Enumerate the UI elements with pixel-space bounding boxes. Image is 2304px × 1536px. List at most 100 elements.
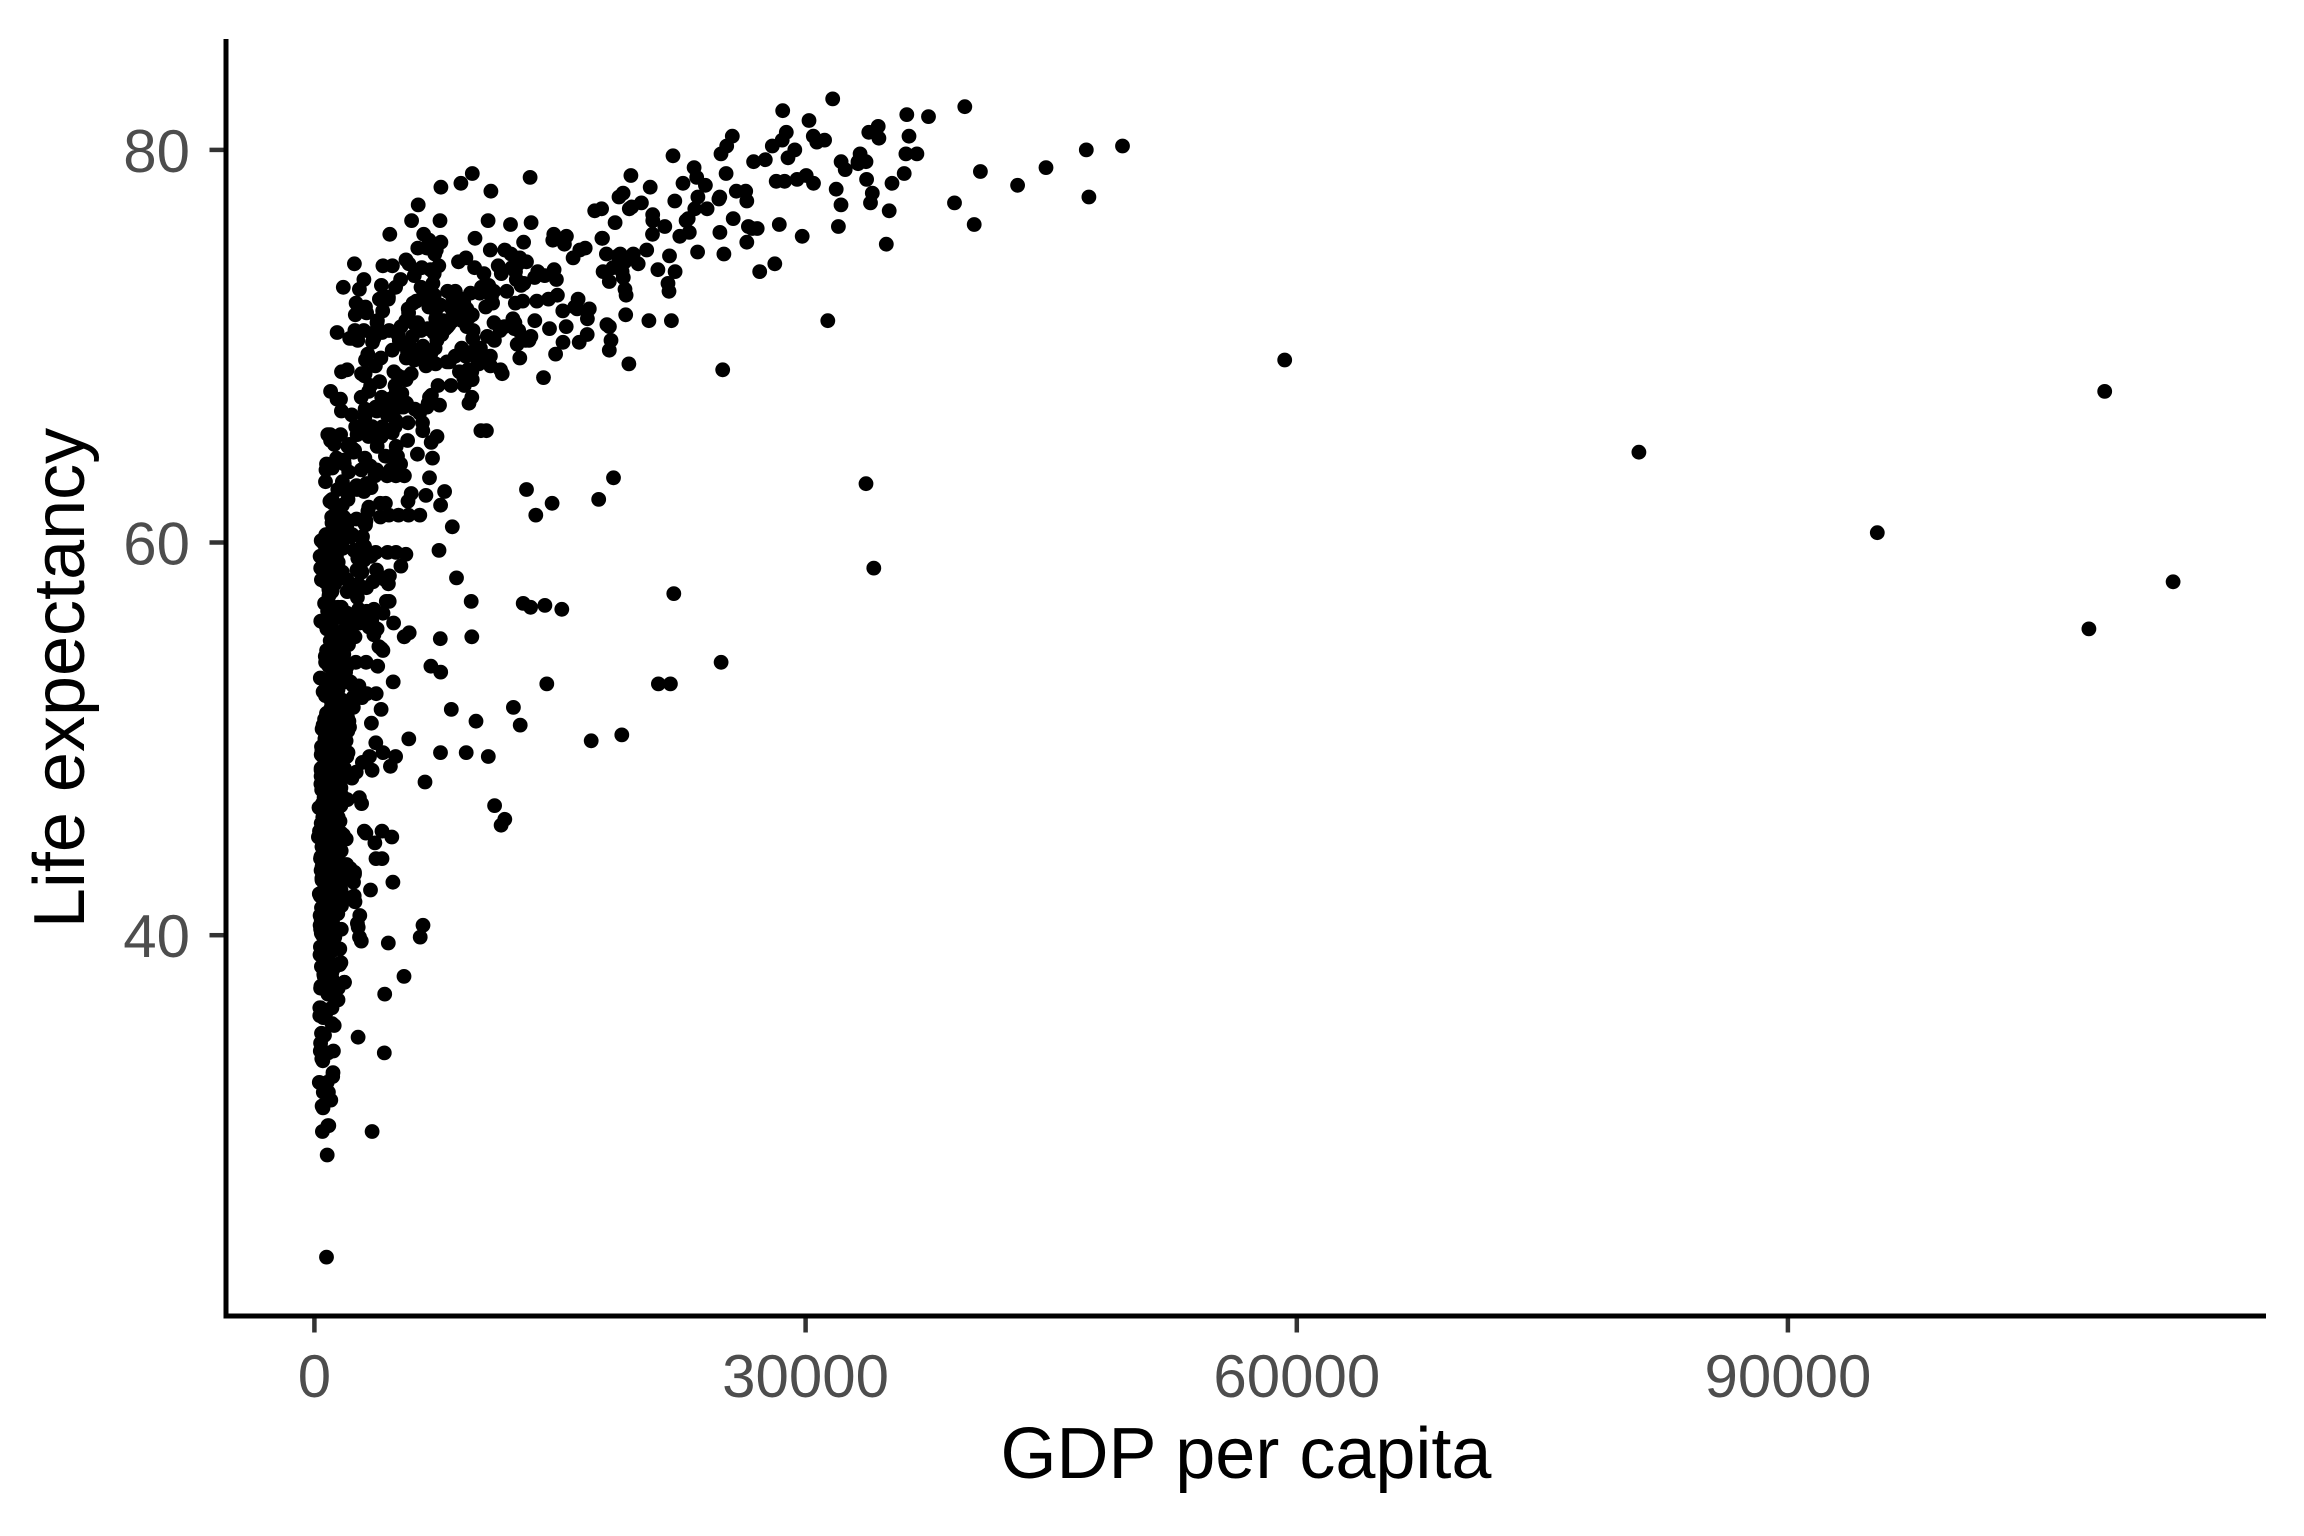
data-point bbox=[467, 230, 483, 246]
data-point bbox=[418, 358, 434, 374]
data-point bbox=[385, 874, 401, 890]
data-point bbox=[326, 674, 341, 690]
y-axis-ticks bbox=[209, 147, 224, 938]
data-point bbox=[464, 629, 480, 645]
data-point bbox=[369, 562, 384, 578]
data-point bbox=[373, 702, 389, 717]
data-point bbox=[357, 401, 373, 417]
data-point bbox=[324, 541, 340, 556]
data-point bbox=[432, 397, 447, 413]
data-point bbox=[324, 515, 340, 531]
data-point bbox=[317, 868, 333, 884]
data-point bbox=[423, 262, 438, 278]
data-point bbox=[522, 170, 538, 185]
data-point bbox=[712, 225, 728, 240]
data-point bbox=[499, 283, 515, 299]
data-point bbox=[650, 262, 666, 278]
data-point bbox=[486, 283, 502, 299]
data-point bbox=[1115, 138, 1130, 154]
x-tick-label: 0 bbox=[298, 1343, 331, 1410]
data-point bbox=[569, 301, 585, 317]
data-point bbox=[412, 929, 428, 945]
data-point bbox=[401, 731, 417, 747]
data-point bbox=[444, 519, 460, 535]
data-point bbox=[528, 507, 544, 523]
data-point bbox=[321, 588, 337, 603]
data-point bbox=[433, 179, 449, 195]
data-point bbox=[667, 193, 683, 209]
data-point bbox=[329, 325, 345, 340]
data-point bbox=[767, 256, 783, 272]
data-point bbox=[1078, 142, 1094, 158]
data-point bbox=[329, 450, 344, 466]
data-point bbox=[412, 507, 428, 523]
data-point bbox=[599, 246, 614, 262]
data-point bbox=[690, 244, 705, 260]
data-point bbox=[393, 319, 409, 334]
data-point bbox=[1277, 352, 1293, 368]
data-point bbox=[380, 291, 396, 307]
data-point bbox=[333, 391, 348, 407]
y-axis-title: Life expectancy bbox=[20, 428, 100, 928]
data-point bbox=[801, 113, 817, 128]
data-point bbox=[464, 166, 480, 181]
data-point bbox=[2097, 384, 2113, 399]
data-point bbox=[663, 676, 678, 692]
data-point bbox=[665, 148, 681, 164]
data-point bbox=[395, 399, 411, 415]
data-point bbox=[739, 234, 755, 250]
data-point bbox=[612, 246, 628, 262]
data-point bbox=[339, 711, 354, 727]
data-point bbox=[363, 378, 378, 393]
data-point bbox=[2081, 621, 2097, 637]
data-point bbox=[480, 213, 496, 229]
data-point bbox=[431, 543, 447, 558]
data-point bbox=[406, 344, 421, 360]
data-point bbox=[373, 350, 389, 366]
data-point bbox=[345, 700, 361, 715]
data-point bbox=[625, 246, 641, 262]
data-point bbox=[725, 211, 741, 227]
data-point bbox=[410, 240, 426, 256]
data-point bbox=[325, 725, 341, 741]
data-point bbox=[369, 462, 384, 478]
data-point bbox=[398, 252, 414, 268]
y-tick-label: 60 bbox=[123, 511, 190, 578]
data-point bbox=[544, 495, 560, 511]
data-point bbox=[319, 707, 335, 723]
data-point bbox=[377, 986, 393, 1002]
data-point bbox=[572, 242, 588, 258]
data-point bbox=[330, 482, 346, 497]
data-point bbox=[347, 307, 363, 323]
data-point bbox=[662, 248, 677, 264]
data-point bbox=[338, 664, 353, 680]
data-point bbox=[378, 448, 393, 464]
data-point bbox=[428, 295, 444, 311]
data-point bbox=[806, 175, 821, 191]
data-point bbox=[675, 175, 691, 191]
data-point bbox=[859, 172, 874, 187]
data-point bbox=[398, 546, 414, 562]
data-point bbox=[324, 1016, 340, 1031]
data-point bbox=[388, 439, 404, 454]
data-point bbox=[351, 543, 366, 558]
data-point bbox=[425, 450, 440, 466]
data-point bbox=[639, 242, 655, 258]
x-tick-label: 60000 bbox=[1213, 1343, 1380, 1410]
data-point bbox=[523, 215, 539, 231]
data-point bbox=[775, 103, 791, 119]
data-point bbox=[312, 1008, 328, 1023]
data-point bbox=[375, 605, 391, 621]
data-point bbox=[324, 694, 340, 709]
data-point bbox=[787, 142, 803, 158]
data-point bbox=[666, 586, 682, 601]
data-point bbox=[559, 228, 574, 244]
data-point bbox=[354, 366, 369, 382]
data-point bbox=[864, 185, 880, 201]
data-point bbox=[833, 197, 849, 213]
data-point bbox=[349, 511, 364, 527]
data-point bbox=[351, 601, 367, 617]
data-point bbox=[554, 601, 570, 617]
data-point bbox=[401, 507, 416, 523]
